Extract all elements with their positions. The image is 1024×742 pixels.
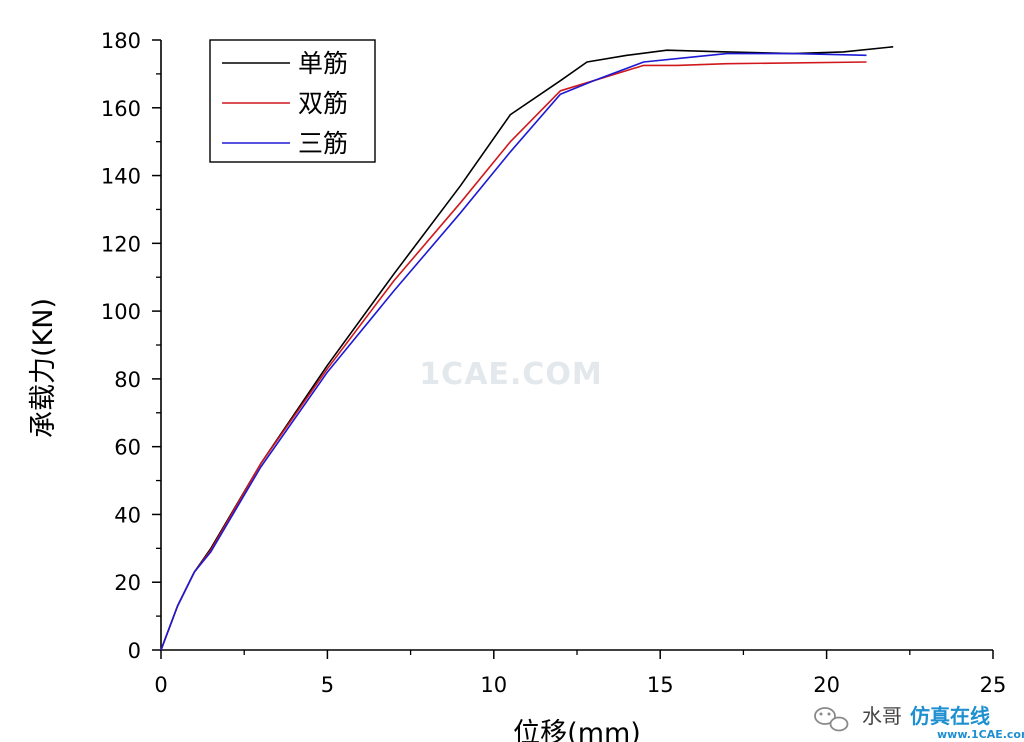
y-tick-label: 20 (114, 571, 141, 595)
corner-watermark: 水哥 仿真在线 www.1CAE.com (814, 704, 1024, 741)
watermark-site: www.1CAE.com (937, 728, 1024, 741)
y-tick-label: 40 (114, 503, 141, 527)
y-tick-label: 0 (128, 639, 141, 663)
y-tick-label: 160 (101, 97, 141, 121)
wechat-icon (814, 707, 849, 732)
y-axis-ticks: 0 20 40 60 80 100 120 140 160 180 (101, 29, 161, 663)
x-tick-label: 20 (813, 673, 840, 697)
y-tick-label: 120 (101, 232, 141, 256)
center-watermark: 1CAE.COM (419, 357, 602, 392)
x-axis-label: 位移(mm) (513, 718, 641, 742)
x-tick-label: 5 (321, 673, 334, 697)
y-tick-label: 60 (114, 436, 141, 460)
y-axis-label: 承载力(KN) (28, 298, 59, 438)
x-tick-label: 0 (154, 673, 167, 697)
y-tick-label: 180 (101, 29, 141, 53)
y-tick-label: 140 (101, 165, 141, 189)
y-tick-label: 100 (101, 300, 141, 324)
watermark-accent: 仿真在线 (910, 704, 990, 728)
legend-label-3: 三筋 (298, 129, 348, 158)
legend-label-1: 单筋 (298, 49, 348, 78)
series-line-3 (160, 52, 867, 651)
center-watermark-text: 1CAE.COM (419, 357, 602, 392)
legend-box (209, 39, 376, 163)
x-axis-ticks: 0 5 10 15 20 25 (154, 650, 1006, 697)
x-tick-label: 15 (647, 673, 674, 697)
legend-label-2: 双筋 (298, 89, 348, 118)
series-layer (160, 46, 894, 651)
x-tick-label: 10 (480, 673, 507, 697)
y-tick-label: 80 (114, 368, 141, 392)
x-tick-label: 25 (980, 673, 1007, 697)
watermark-prefix: 水哥 (862, 704, 902, 728)
